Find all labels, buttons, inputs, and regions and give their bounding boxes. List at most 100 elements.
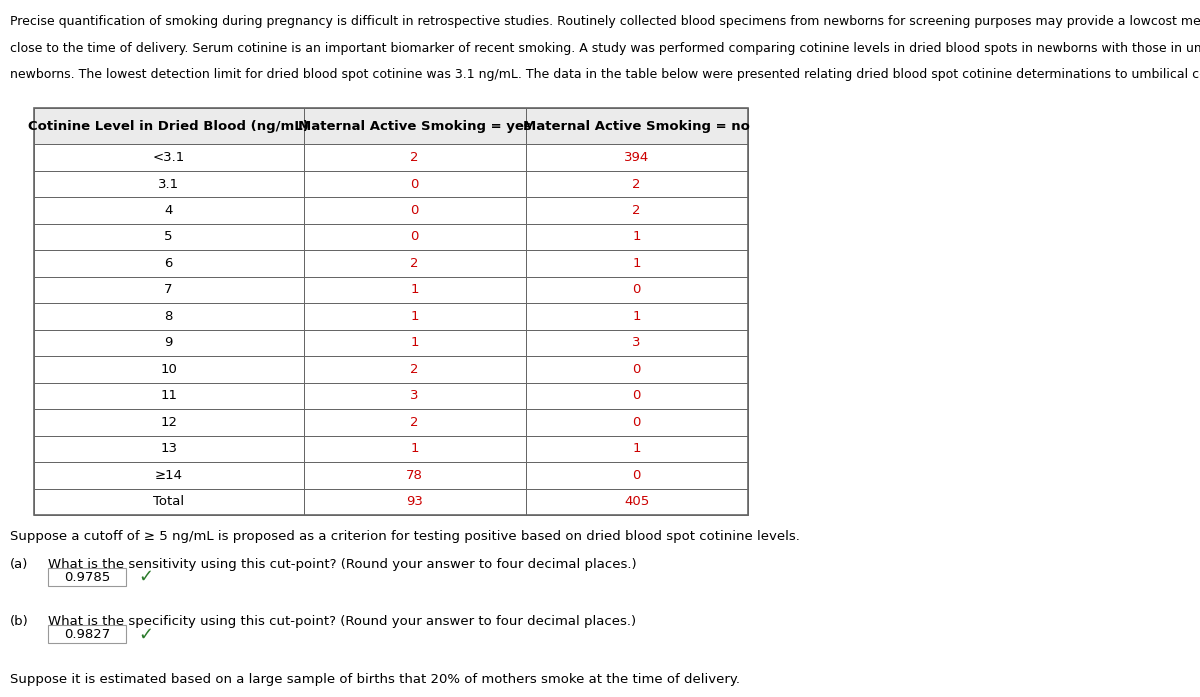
Text: What is the sensitivity using this cut-point? (Round your answer to four decimal: What is the sensitivity using this cut-p… <box>48 558 637 572</box>
Bar <box>34 108 304 144</box>
Text: 3: 3 <box>410 390 419 402</box>
Bar <box>526 462 748 489</box>
Text: 0: 0 <box>410 178 419 190</box>
Bar <box>526 436 748 462</box>
Text: (b): (b) <box>10 615 29 629</box>
Bar <box>48 625 126 643</box>
Text: 2: 2 <box>632 178 641 190</box>
Text: Suppose it is estimated based on a large sample of births that 20% of mothers sm: Suppose it is estimated based on a large… <box>10 673 739 686</box>
Bar <box>34 462 304 489</box>
Text: 93: 93 <box>406 496 424 508</box>
Bar <box>304 144 526 171</box>
Text: 2: 2 <box>632 204 641 217</box>
Text: 1: 1 <box>410 284 419 296</box>
Bar <box>34 409 304 436</box>
Bar <box>34 383 304 409</box>
Text: 7: 7 <box>164 284 173 296</box>
Bar <box>526 144 748 171</box>
Text: newborns. The lowest detection limit for dried blood spot cotinine was 3.1 ng/mL: newborns. The lowest detection limit for… <box>10 68 1200 82</box>
Bar <box>304 197 526 224</box>
Bar <box>304 356 526 383</box>
Bar <box>526 330 748 356</box>
Text: 2: 2 <box>410 416 419 429</box>
Text: 5: 5 <box>164 231 173 243</box>
Bar <box>34 303 304 330</box>
Bar <box>34 171 304 197</box>
Text: Cotinine Level in Dried Blood (ng/mL): Cotinine Level in Dried Blood (ng/mL) <box>28 120 310 132</box>
Bar <box>304 303 526 330</box>
Text: 8: 8 <box>164 310 173 323</box>
Text: 9: 9 <box>164 337 173 349</box>
Text: 0: 0 <box>410 204 419 217</box>
Text: 0: 0 <box>632 284 641 296</box>
Bar <box>34 144 304 171</box>
Text: 0: 0 <box>632 416 641 429</box>
Text: 394: 394 <box>624 151 649 164</box>
Bar <box>304 277 526 303</box>
Bar <box>526 250 748 277</box>
Text: ✓: ✓ <box>138 568 154 586</box>
Text: 1: 1 <box>410 337 419 349</box>
Text: Precise quantification of smoking during pregnancy is difficult in retrospective: Precise quantification of smoking during… <box>10 15 1200 29</box>
Text: 13: 13 <box>160 443 178 455</box>
Text: 3.1: 3.1 <box>158 178 179 190</box>
Bar <box>304 462 526 489</box>
Bar <box>34 356 304 383</box>
Bar <box>48 568 126 586</box>
Bar <box>526 409 748 436</box>
Bar <box>304 409 526 436</box>
Bar <box>34 108 748 515</box>
Bar <box>304 330 526 356</box>
Bar <box>526 277 748 303</box>
Text: 2: 2 <box>410 151 419 164</box>
Text: 10: 10 <box>160 363 178 376</box>
Text: ✓: ✓ <box>138 625 154 643</box>
Bar <box>526 108 748 144</box>
Text: 2: 2 <box>410 257 419 270</box>
Bar <box>526 489 748 515</box>
Bar <box>304 171 526 197</box>
Text: 0.9827: 0.9827 <box>64 628 110 641</box>
Bar <box>34 277 304 303</box>
Bar <box>34 197 304 224</box>
Text: 1: 1 <box>632 310 641 323</box>
Text: Suppose a cutoff of ≥ 5 ng/mL is proposed as a criterion for testing positive ba: Suppose a cutoff of ≥ 5 ng/mL is propose… <box>10 530 799 544</box>
Bar <box>34 489 304 515</box>
Text: 1: 1 <box>632 231 641 243</box>
Bar <box>304 250 526 277</box>
Bar <box>526 197 748 224</box>
Text: 405: 405 <box>624 496 649 508</box>
Bar <box>34 108 748 144</box>
Text: 0: 0 <box>632 363 641 376</box>
Bar <box>304 489 526 515</box>
Text: 0: 0 <box>632 390 641 402</box>
Bar <box>526 303 748 330</box>
Text: 0: 0 <box>632 469 641 482</box>
Text: 1: 1 <box>632 443 641 455</box>
Text: close to the time of delivery. Serum cotinine is an important biomarker of recen: close to the time of delivery. Serum cot… <box>10 42 1200 55</box>
Text: 11: 11 <box>160 390 178 402</box>
Bar <box>304 436 526 462</box>
Bar <box>526 383 748 409</box>
Text: 78: 78 <box>406 469 424 482</box>
Bar <box>34 250 304 277</box>
Text: Maternal Active Smoking = yes: Maternal Active Smoking = yes <box>298 120 532 132</box>
Bar <box>526 356 748 383</box>
Text: 4: 4 <box>164 204 173 217</box>
Bar <box>34 330 304 356</box>
Bar <box>304 108 526 144</box>
Text: 1: 1 <box>410 310 419 323</box>
Text: 1: 1 <box>410 443 419 455</box>
Bar <box>34 224 304 250</box>
Bar <box>304 224 526 250</box>
Text: Total: Total <box>154 496 184 508</box>
Text: 0: 0 <box>410 231 419 243</box>
Text: ≥14: ≥14 <box>155 469 182 482</box>
Bar <box>526 224 748 250</box>
Text: 1: 1 <box>632 257 641 270</box>
Text: (a): (a) <box>10 558 28 572</box>
Text: Maternal Active Smoking = no: Maternal Active Smoking = no <box>523 120 750 132</box>
Bar <box>304 383 526 409</box>
Text: 6: 6 <box>164 257 173 270</box>
Text: 2: 2 <box>410 363 419 376</box>
